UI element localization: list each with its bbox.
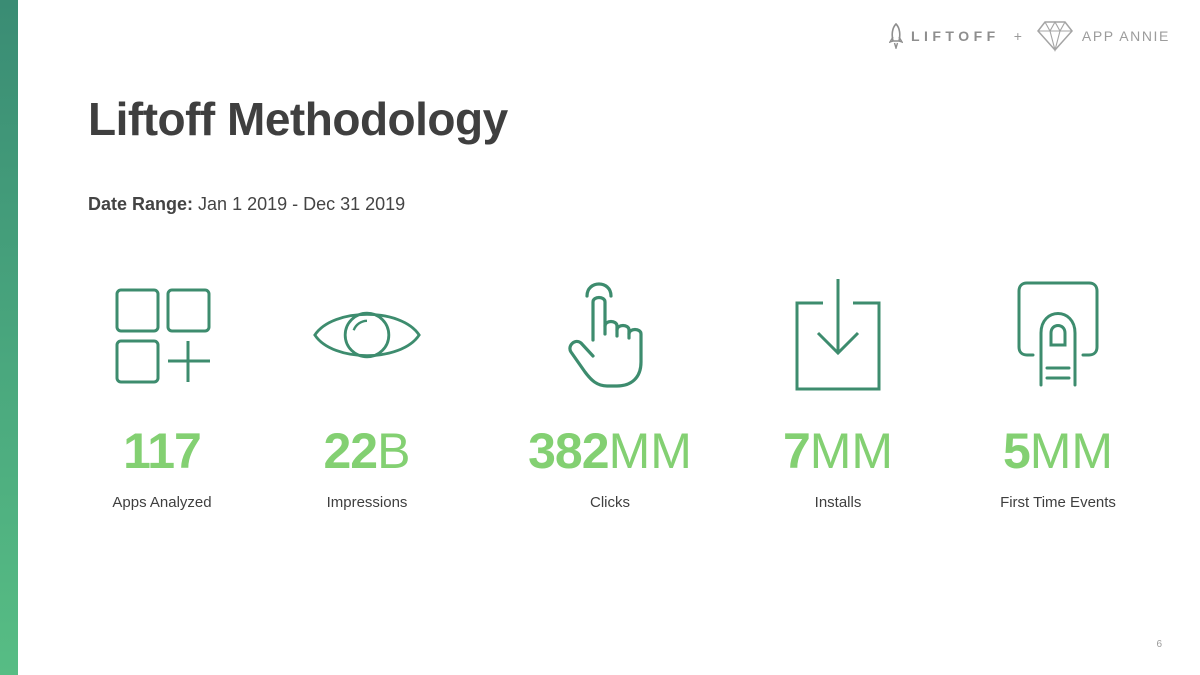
stat-value: 7MM xyxy=(783,422,893,480)
pointing-hand-icon xyxy=(555,270,665,400)
date-range-label: Date Range: xyxy=(88,194,194,214)
fingerprint-tap-icon xyxy=(1003,270,1113,400)
diamond-icon xyxy=(1036,20,1073,52)
stat-label: Impressions xyxy=(326,494,408,511)
stat-unit: B xyxy=(377,423,411,479)
stat-label: Installs xyxy=(814,494,862,511)
stat-value: 5MM xyxy=(1003,422,1113,480)
stat-number: 5 xyxy=(1002,423,1031,479)
page-title: Liftoff Methodology xyxy=(88,93,508,145)
stat-clicks: 382MM Clicks xyxy=(500,270,720,511)
liftoff-logo: LIFTOFF xyxy=(888,23,1000,49)
stat-number: 117 xyxy=(123,423,202,479)
app-annie-wordmark: APP ANNIE xyxy=(1081,28,1170,44)
stat-impressions: 22B Impressions xyxy=(257,270,477,511)
apps-grid-icon xyxy=(107,270,217,400)
stat-number: 382 xyxy=(528,423,609,479)
download-icon xyxy=(783,270,893,400)
eye-icon xyxy=(312,270,422,400)
stat-number: 7 xyxy=(782,423,811,479)
rocket-icon xyxy=(888,23,903,49)
stat-apps-analyzed: 117 Apps Analyzed xyxy=(52,270,272,511)
stat-installs: 7MM Installs xyxy=(728,270,948,511)
stat-unit: MM xyxy=(1029,423,1114,479)
stat-value: 382MM xyxy=(528,422,692,480)
stat-label: Clicks xyxy=(590,494,630,511)
stat-label: First Time Events xyxy=(1000,494,1116,511)
date-range-value: Jan 1 2019 - Dec 31 2019 xyxy=(198,194,406,214)
stat-label: Apps Analyzed xyxy=(112,494,212,511)
liftoff-wordmark: LIFTOFF xyxy=(910,28,1000,44)
side-accent-bar xyxy=(0,0,18,675)
stat-first-time-events: 5MM First Time Events xyxy=(948,270,1168,511)
stat-value: 22B xyxy=(324,422,411,480)
stat-value: 117 xyxy=(123,422,202,480)
stat-number: 22 xyxy=(323,423,379,479)
stat-unit: MM xyxy=(809,423,894,479)
app-annie-logo: APP ANNIE xyxy=(1036,20,1170,52)
header-logos: LIFTOFF + APP ANNIE xyxy=(888,18,1170,54)
page-number: 6 xyxy=(1156,639,1162,650)
stat-unit: MM xyxy=(608,423,692,479)
logo-plus-sign: + xyxy=(1013,28,1022,44)
date-range: Date Range: Jan 1 2019 - Dec 31 2019 xyxy=(88,194,405,215)
